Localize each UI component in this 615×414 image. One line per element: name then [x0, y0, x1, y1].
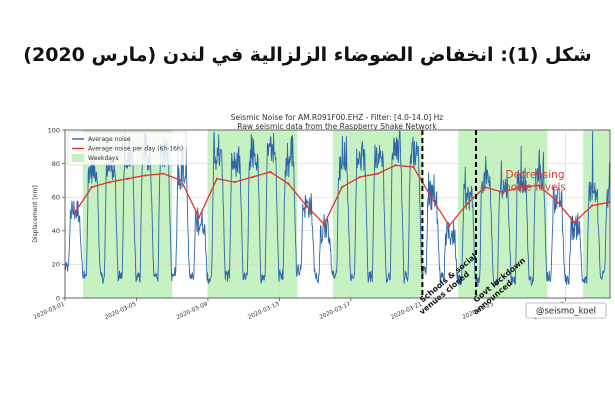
y-tick-label: 20	[52, 261, 60, 269]
legend-label: Average noise per day (6h-16h)	[88, 146, 183, 153]
daily-average-point	[430, 196, 433, 199]
x-tick-label: 2020-03-17	[319, 301, 352, 321]
daily-average-point	[573, 221, 576, 224]
x-tick-label: 2020-03-13	[247, 301, 280, 321]
watermark: @seismo_koel	[536, 307, 596, 317]
daily-average-point	[555, 199, 558, 202]
x-tick-label: 2020-03-01	[33, 301, 66, 321]
page-title: شكل (1): انخفاض الضوضاء الزلزالية في لند…	[23, 44, 592, 66]
daily-average-point	[197, 216, 201, 219]
y-tick-label: 0	[56, 294, 60, 302]
x-tick-label: 2020-03-05	[104, 301, 137, 321]
daily-average-point	[90, 186, 93, 189]
daily-average-point	[322, 222, 326, 226]
daily-average-point	[126, 177, 129, 180]
chart-svg: Seismic Noise for AM.R091F00.EHZ - Filte…	[32, 113, 611, 321]
daily-average-point	[358, 175, 361, 179]
y-tick-label: 60	[52, 194, 60, 202]
daily-average-point	[72, 212, 76, 216]
daily-average-point	[233, 180, 236, 184]
daily-average-point	[394, 164, 397, 167]
daily-average-point	[215, 177, 218, 180]
daily-average-point	[162, 172, 165, 175]
legend-label: Average noise	[88, 136, 131, 143]
x-tick-label: 2020-03-09	[176, 301, 209, 321]
plot-frame	[64, 129, 611, 299]
daily-average-point	[251, 175, 254, 179]
chart-title: Seismic Noise for AM.R091F00.EHZ - Filte…	[231, 113, 443, 122]
decreasing-noise-annotation: Decreasing noise levels	[504, 169, 566, 194]
y-tick-label: 100	[48, 126, 60, 134]
daily-average-point	[305, 204, 308, 207]
legend-swatch	[71, 154, 85, 162]
chart-subtitle: Raw seismic data from the Raspberry Shak…	[237, 122, 437, 131]
daily-average-point	[180, 179, 183, 182]
daily-average-point	[501, 191, 504, 194]
daily-average-point	[483, 186, 487, 189]
y-tick-label: 40	[52, 227, 60, 235]
daily-average-point	[412, 165, 415, 169]
daily-average-point	[591, 204, 594, 207]
daily-average-point	[144, 174, 147, 177]
legend-label: Weekdays	[88, 155, 119, 162]
y-tick-label: 80	[52, 160, 60, 168]
daily-average-point	[519, 186, 522, 189]
daily-average-point	[287, 182, 290, 185]
daily-average-point	[269, 170, 272, 174]
seismic-chart: Seismic Noise for AM.R091F00.EHZ - Filte…	[0, 108, 615, 410]
daily-average-point	[465, 202, 469, 206]
daily-average-point	[376, 172, 379, 175]
daily-average-point	[537, 184, 540, 187]
y-axis-label: Displacement [nm]	[32, 185, 39, 242]
weekday-span	[333, 130, 423, 298]
watermark-box	[525, 302, 607, 319]
legend-box	[67, 131, 187, 166]
daily-average-point	[448, 224, 451, 227]
daily-average-point	[108, 180, 111, 184]
weekday-span	[583, 130, 610, 298]
daily-average-point	[340, 186, 344, 189]
average-noise-line	[65, 130, 610, 288]
